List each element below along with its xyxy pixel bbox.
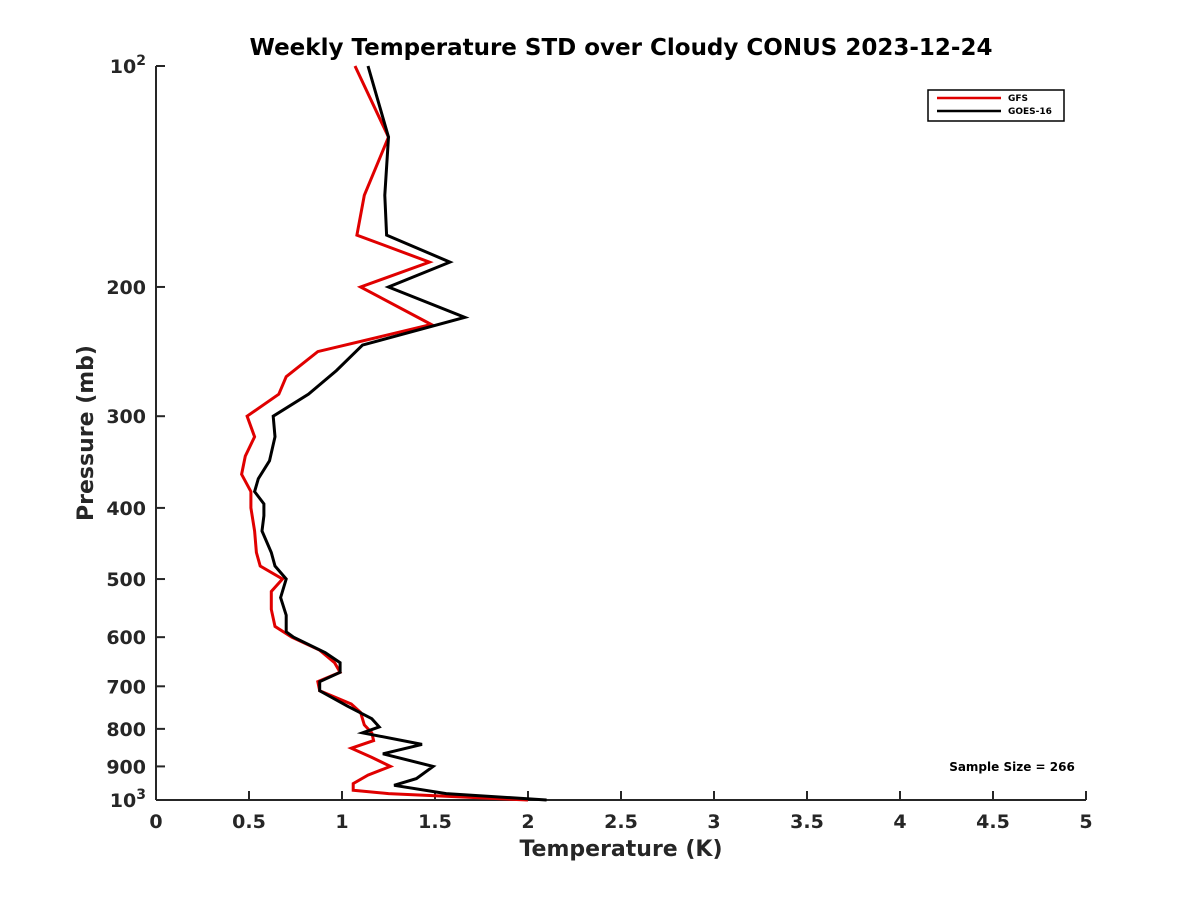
x-tick-label: 4.5 bbox=[976, 811, 1010, 833]
x-tick-label: 3 bbox=[707, 811, 720, 833]
y-tick-label-base: 700 bbox=[106, 676, 146, 698]
y-axis-label: Pressure (mb) bbox=[74, 345, 99, 521]
y-tick-label-base: 600 bbox=[106, 627, 146, 649]
series-lines bbox=[240, 65, 547, 802]
y-tick-label: 800 bbox=[106, 719, 146, 741]
y-tick-label-base: 10 bbox=[110, 56, 136, 78]
y-tick-label-base: 500 bbox=[106, 569, 146, 591]
y-tick-label: 900 bbox=[106, 756, 146, 778]
axes: 0 0.5 1 1.5 2 2.5 3 3.5 4 4.5 51022003004005006007… bbox=[106, 53, 1092, 833]
y-tick-label: 600 bbox=[106, 627, 146, 649]
y-tick-label: 200 bbox=[106, 277, 146, 299]
y-tick-label: 500 bbox=[106, 569, 146, 591]
x-tick-label: 2.5 bbox=[604, 811, 638, 833]
series-line-goes-16 bbox=[252, 65, 547, 802]
y-tick-label-base: 10 bbox=[110, 790, 136, 812]
y-tick-label: 400 bbox=[106, 498, 146, 520]
y-tick-label-base: 200 bbox=[106, 277, 146, 299]
y-tick-label-base: 800 bbox=[106, 719, 146, 741]
legend: GFS GOES-16 bbox=[927, 89, 1065, 122]
legend-label: GOES-16 bbox=[1008, 107, 1052, 117]
y-tick-label: 103 bbox=[110, 787, 146, 812]
x-tick-label: 2 bbox=[521, 811, 534, 833]
x-tick-label: 1.5 bbox=[418, 811, 452, 833]
x-tick-label: 1 bbox=[335, 811, 348, 833]
x-tick-label: 0.5 bbox=[232, 811, 266, 833]
legend-label: GFS bbox=[1008, 94, 1028, 104]
y-tick-label-exponent: 2 bbox=[136, 53, 146, 69]
y-tick-label-base: 300 bbox=[106, 406, 146, 428]
y-tick-label: 102 bbox=[110, 53, 146, 78]
legend-box bbox=[927, 89, 1065, 122]
x-tick-label: 0 bbox=[149, 811, 162, 833]
y-tick-label-exponent: 3 bbox=[136, 787, 146, 803]
series-line-gfs bbox=[240, 65, 529, 802]
y-tick-label-base: 400 bbox=[106, 498, 146, 520]
x-axis-label: Temperature (K) bbox=[519, 837, 722, 862]
y-tick-label: 300 bbox=[106, 406, 146, 428]
sample-size-annotation: Sample Size = 266 bbox=[949, 760, 1075, 774]
y-tick-label-base: 900 bbox=[106, 756, 146, 778]
x-tick-label: 3.5 bbox=[790, 811, 824, 833]
chart-title: Weekly Temperature STD over Cloudy CONUS… bbox=[250, 35, 993, 61]
x-tick-label: 4 bbox=[893, 811, 906, 833]
y-tick-label: 700 bbox=[106, 676, 146, 698]
x-tick-label: 5 bbox=[1079, 811, 1092, 833]
